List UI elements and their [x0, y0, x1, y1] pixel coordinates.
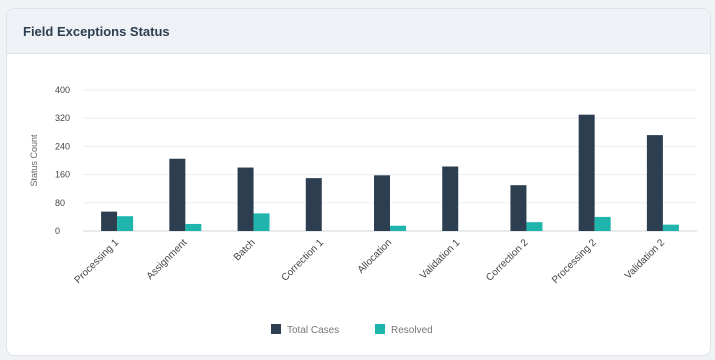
y-tick-label: 240 — [55, 141, 70, 151]
bars — [101, 114, 679, 231]
bar-chart: 0 80 160 240 320 400 Status Count Processing … — [29, 85, 697, 336]
legend-item-resolved[interactable]: Resolved — [375, 324, 433, 336]
y-axis-ticks: 0 80 160 240 320 400 — [55, 85, 70, 236]
bar-resolved[interactable] — [662, 224, 679, 231]
x-tick-label: Correction 2 — [484, 237, 531, 284]
x-tick-label: Allocation — [356, 237, 394, 275]
bar-total-cases[interactable] — [305, 178, 322, 231]
bar-total-cases[interactable] — [646, 135, 663, 231]
x-tick-label: Validation 2 — [623, 237, 668, 282]
x-tick-label: Batch — [232, 237, 258, 263]
legend-item-total-cases[interactable]: Total Cases — [271, 324, 339, 336]
y-tick-label: 320 — [55, 113, 70, 123]
chart-card: Field Exceptions Status 0 80 160 240 320 400 … — [6, 8, 711, 356]
x-tick-label: Processing 1 — [73, 237, 122, 286]
y-tick-label: 80 — [55, 198, 65, 208]
bar-resolved[interactable] — [117, 216, 134, 231]
bar-resolved[interactable] — [185, 223, 202, 231]
x-tick-label: Processing 2 — [550, 237, 599, 286]
bar-total-cases[interactable] — [578, 114, 595, 231]
x-tick-label: Validation 1 — [418, 237, 463, 282]
x-tick-label: Correction 1 — [280, 237, 327, 284]
y-tick-label: 160 — [55, 170, 70, 180]
bar-total-cases[interactable] — [374, 175, 390, 231]
legend-swatch — [271, 324, 281, 334]
x-axis-ticks: Processing 1 Assignment Batch Correction 1 A… — [73, 237, 668, 286]
y-tick-label: 0 — [55, 226, 60, 236]
bar-resolved[interactable] — [253, 213, 270, 231]
bar-resolved[interactable] — [594, 216, 611, 231]
legend[interactable]: Total Cases Resolved — [271, 324, 433, 336]
y-tick-label: 400 — [55, 85, 70, 95]
card-title: Field Exceptions Status — [23, 23, 170, 39]
legend-label: Resolved — [391, 325, 433, 336]
bar-total-cases[interactable] — [101, 211, 118, 231]
bar-resolved[interactable] — [526, 222, 543, 231]
bar-resolved[interactable] — [390, 225, 406, 231]
bar-total-cases[interactable] — [442, 166, 459, 231]
legend-swatch — [375, 324, 385, 334]
legend-label: Total Cases — [287, 325, 339, 336]
bar-total-cases[interactable] — [169, 158, 186, 231]
bar-total-cases[interactable] — [237, 167, 254, 231]
card-header: Field Exceptions Status — [7, 9, 710, 54]
bar-total-cases[interactable] — [510, 185, 527, 231]
x-tick-label: Assignment — [145, 237, 190, 282]
y-axis-label: Status Count — [29, 134, 39, 187]
